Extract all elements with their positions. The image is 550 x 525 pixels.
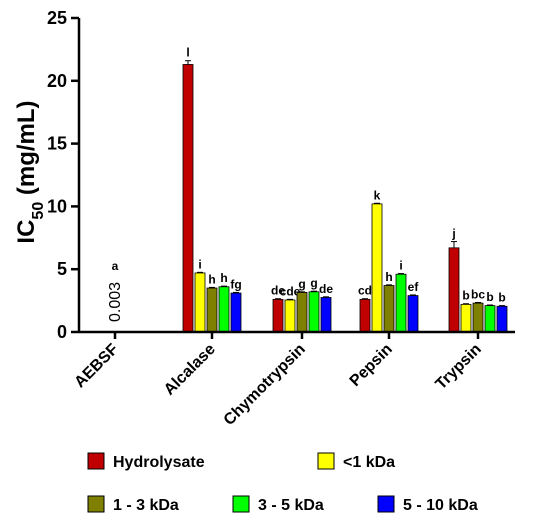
bar [407,295,419,333]
y-axis-label-main: IC [13,220,40,244]
bar [395,273,407,333]
aebsf-significance-label: a [112,259,119,273]
category-label: Chymotrypsin [221,341,309,429]
legend: Hydrolysate <1 kDa 1 - 3 kDa 3 - 5 kDa 5 - 1… [87,452,478,514]
y-tick-label: 10 [47,196,67,216]
significance-label: l [186,46,189,60]
bar [359,298,371,333]
bar [308,291,320,333]
bar [383,285,395,333]
y-tick-label: 0 [57,322,67,342]
significance-label: i [198,257,201,271]
y-tick-label: 25 [47,8,67,28]
y-tick-label: 15 [47,134,67,154]
bar [206,287,218,333]
bar [496,305,508,333]
significance-label: de [319,282,333,296]
significance-label: bc [471,287,485,301]
aebsf-value-label: 0.003 [107,282,124,322]
category-label: AEBSF [71,341,122,392]
significance-label: h [208,272,215,286]
category-label: Pepsin [347,341,396,390]
legend-swatch [87,452,105,470]
significance-label: de [271,284,285,298]
legend-swatch [377,495,395,513]
legend-swatch [87,495,105,513]
legend-swatch [232,495,250,513]
y-axis-ticks: 0 5 10 15 20 25 [47,8,79,342]
legend-label: 3 - 5 kDa [258,497,324,514]
bar [218,286,230,333]
legend-label: 1 - 3 kDa [113,497,179,514]
significance-label: h [220,271,227,285]
significance-label: fg [230,277,241,291]
legend-swatch [317,452,335,470]
bar [272,298,284,333]
bar [371,203,383,333]
significance-label: b [498,291,505,305]
significance-label: j [451,227,455,241]
bar [472,302,484,333]
legend-label: <1 kDa [343,454,395,471]
y-axis-label-sub: 50 [30,202,47,220]
bar [194,272,206,333]
legend-label: 5 - 10 kDa [403,497,478,514]
category-label: Trypsin [433,341,485,393]
bar [460,303,472,333]
significance-label: h [385,270,392,284]
category-label: Alcalase [161,341,219,399]
category-labels: AEBSF Alcalase Chymotrypsin Pepsin Trypsin [71,332,485,429]
y-tick-label: 20 [47,71,67,91]
y-axis-label-unit: (mg/mL) [13,100,40,201]
bar [284,299,296,333]
significance-label: b [462,289,469,303]
bar [484,305,496,333]
bars: l de cd j i cde k b h g h bc h g i b fg de ef b 0.003 a [107,46,508,333]
y-tick-label: 5 [57,259,67,279]
significance-label: cd [358,284,372,298]
significance-label: g [310,276,317,290]
significance-label: cde [280,284,301,298]
bar [320,297,332,333]
significance-label: ef [408,280,420,294]
significance-label: k [374,188,381,202]
significance-label: i [399,259,402,273]
bar [230,292,242,333]
significance-label: g [298,277,305,291]
bar [296,292,308,333]
bar [182,64,194,333]
significance-label: b [486,290,493,304]
y-axis-label: IC50 (mg/mL) [13,100,47,243]
legend-label: Hydrolysate [113,454,205,471]
bar [448,247,460,333]
